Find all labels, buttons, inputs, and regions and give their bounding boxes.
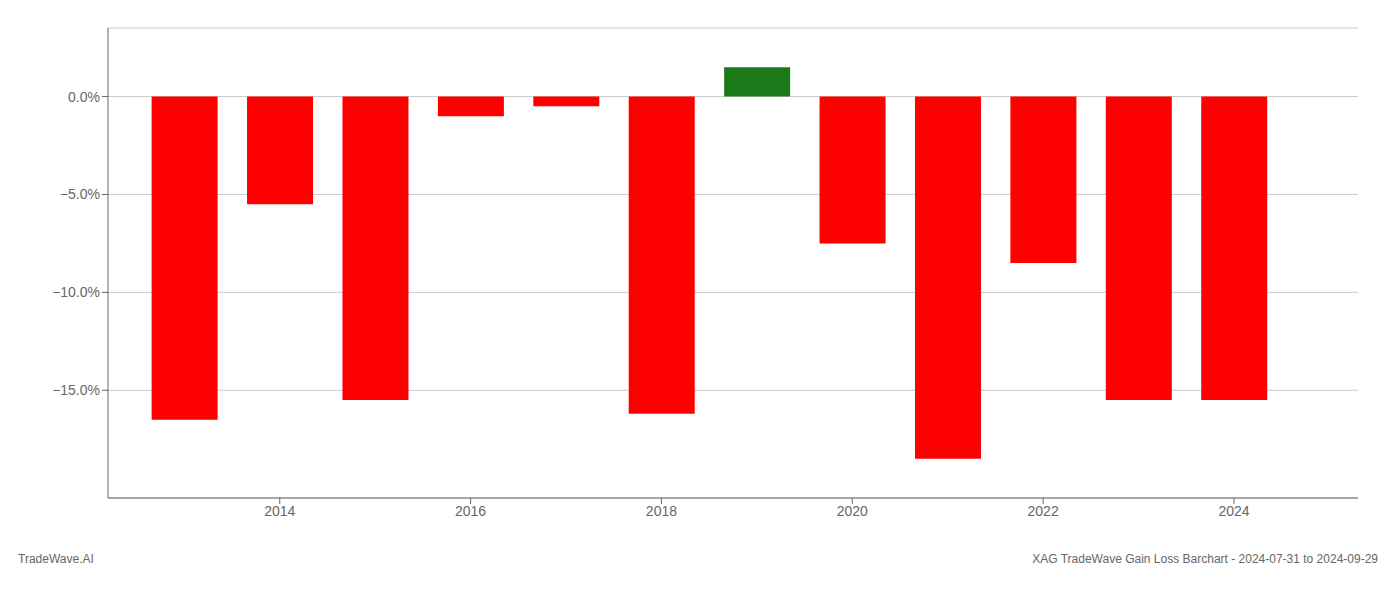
svg-text:−5.0%: −5.0% — [60, 186, 100, 202]
html-text:XAG TradeWave Gain Loss Barcha: XAG TradeWave Gain Loss Barchart - 2024-… — [1032, 552, 1378, 566]
svg-text:2022: 2022 — [1028, 503, 1059, 519]
svg-text:2020: 2020 — [837, 503, 868, 519]
svg-text:2024: 2024 — [1218, 503, 1249, 519]
html-text:TradeWave.AI: TradeWave.AI — [18, 552, 94, 566]
svg-text:2014: 2014 — [264, 503, 295, 519]
svg-text:−15.0%: −15.0% — [52, 382, 100, 398]
svg-text:0.0%: 0.0% — [68, 89, 100, 105]
svg-text:−10.0%: −10.0% — [52, 284, 100, 300]
svg-text:2016: 2016 — [455, 503, 486, 519]
svg-text:2018: 2018 — [646, 503, 677, 519]
